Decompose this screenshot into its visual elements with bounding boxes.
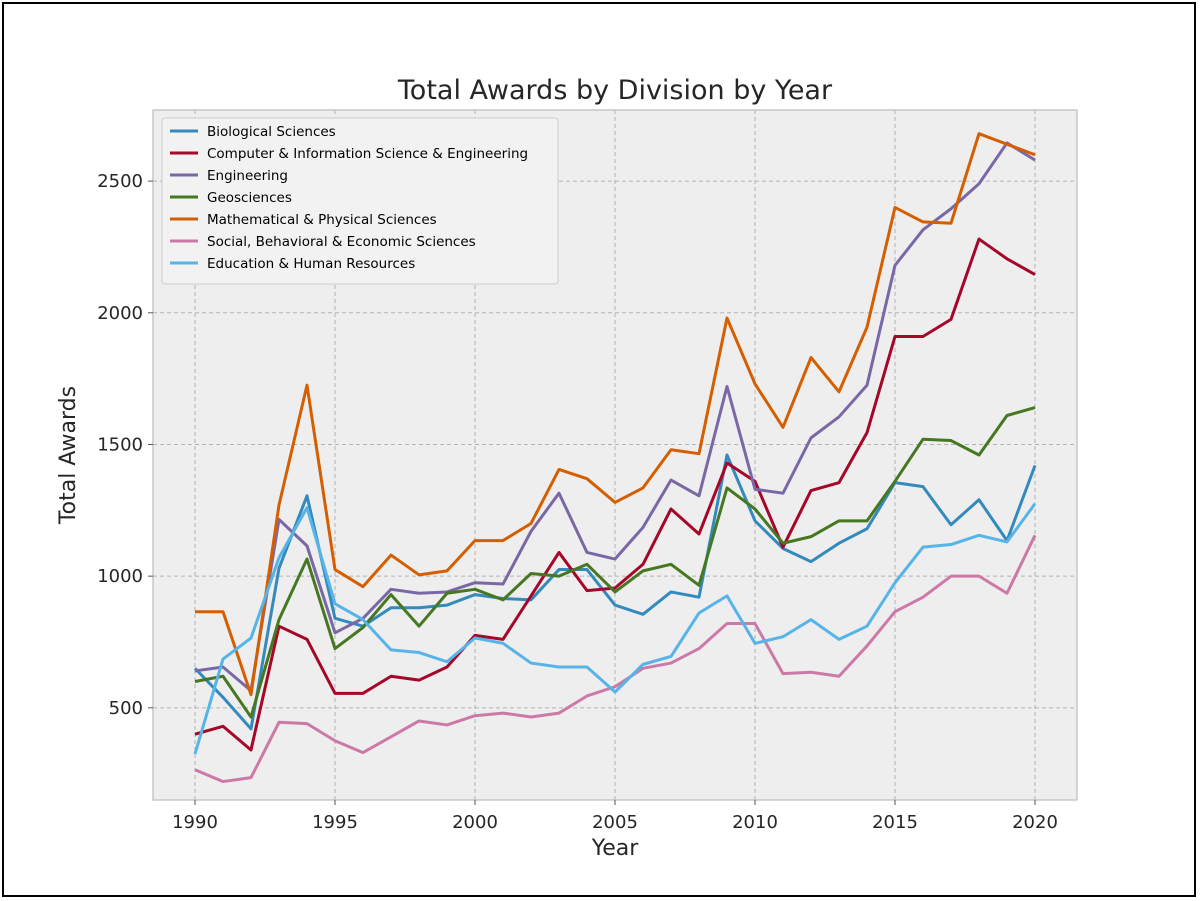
x-tick-label: 2020 bbox=[1012, 812, 1058, 833]
series-line-6 bbox=[194, 534, 1037, 784]
legend-box bbox=[161, 117, 559, 285]
series-line-3 bbox=[194, 141, 1036, 693]
series-line-2 bbox=[194, 237, 1036, 752]
series-line-7 bbox=[193, 502, 1037, 755]
y-axis-label: Total Awards bbox=[56, 386, 81, 525]
y-tick-label: 1500 bbox=[97, 434, 143, 455]
y-tick-label: 500 bbox=[109, 698, 143, 719]
x-tick-label: 2015 bbox=[872, 812, 918, 833]
legend-entry: Engineering bbox=[207, 168, 288, 184]
x-tick-label: 2010 bbox=[732, 812, 778, 833]
legend-entry: Biological Sciences bbox=[207, 124, 336, 140]
x-tick-label: 2000 bbox=[452, 812, 498, 833]
x-tick-label: 2005 bbox=[592, 812, 638, 833]
legend-entry: Geosciences bbox=[207, 190, 292, 206]
y-tick-label: 2500 bbox=[97, 171, 143, 192]
series-line-4 bbox=[194, 406, 1036, 719]
x-tick-label: 1990 bbox=[172, 812, 218, 833]
legend-entry: Social, Behavioral & Economic Sciences bbox=[207, 234, 476, 250]
legend-entry: Mathematical & Physical Sciences bbox=[207, 212, 437, 228]
series-line-5 bbox=[195, 132, 1036, 697]
y-tick-label: 1000 bbox=[97, 566, 143, 587]
legend-entry: Computer & Information Science & Enginee… bbox=[207, 146, 528, 162]
chart-title: Total Awards by Division by Year bbox=[397, 75, 833, 106]
x-tick-label: 1995 bbox=[312, 812, 358, 833]
legend-entry: Education & Human Resources bbox=[207, 256, 415, 272]
x-axis-label: Year bbox=[591, 836, 640, 861]
y-tick-label: 2000 bbox=[97, 303, 143, 324]
